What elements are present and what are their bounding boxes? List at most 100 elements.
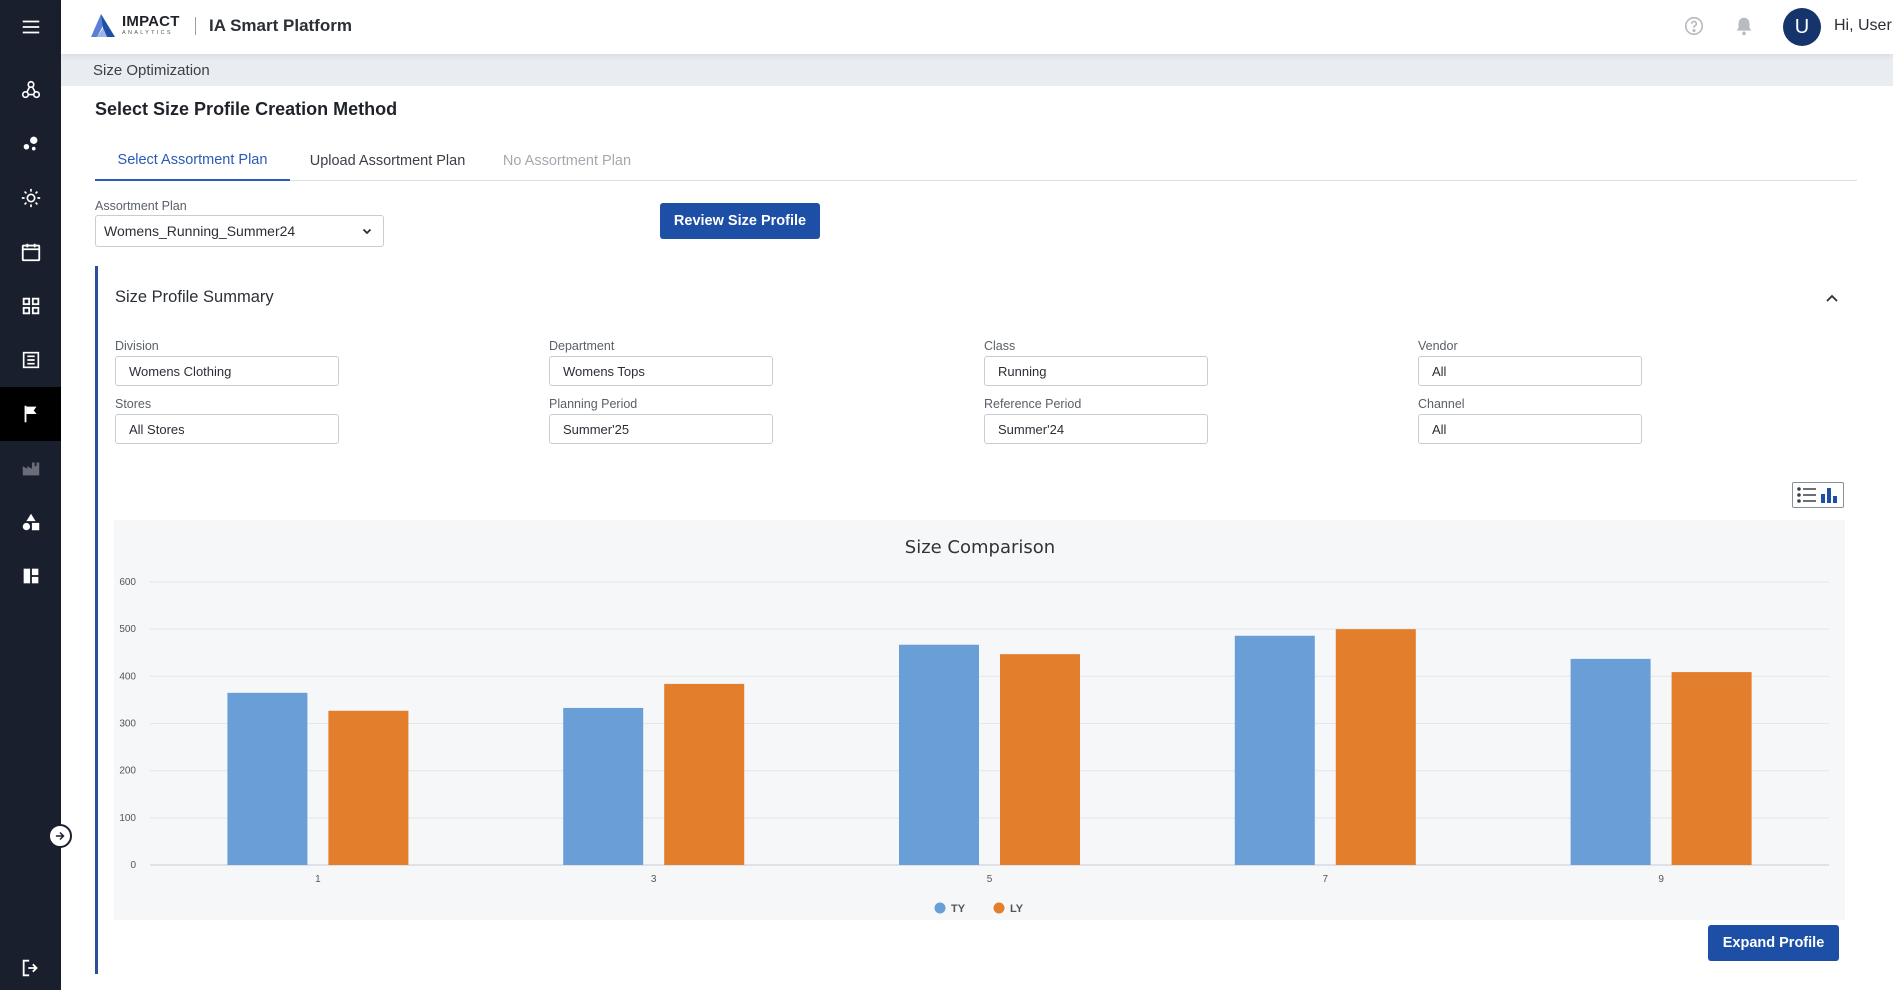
sidebar-expand-toggle[interactable] [48,824,72,848]
x-tick-label: 9 [1658,874,1664,885]
chart-legend[interactable]: TY LY [934,902,1024,916]
bar-ly-size-3[interactable] [664,683,745,865]
sidebar-item-grid[interactable] [0,279,61,333]
grid-icon [22,297,39,315]
vendor-field[interactable]: All [1418,356,1642,386]
company-logo[interactable]: IMPACT ANALYTICS [88,10,180,40]
logo-text-primary: IMPACT [122,12,180,30]
sidebar-item-dashboard[interactable] [0,549,61,603]
division-field[interactable]: Womens Clothing [115,356,339,386]
bar-ly-size-9[interactable] [1671,672,1752,865]
flag-icon [24,405,36,423]
chart-canvas: Size Comparison 0 100 200 300 400 500 600 1 3 5 7 9… [119,537,1829,916]
reference-period-field[interactable]: Summer'24 [984,414,1208,444]
document-icon [22,351,39,369]
tab-select-assortment-plan[interactable]: Select Assortment Plan [95,140,290,181]
channel-field[interactable]: All [1418,414,1642,444]
menu-button[interactable] [0,0,61,54]
sidebar-item-size-optimization[interactable] [0,387,61,441]
legend-label: LY [1010,903,1024,915]
breadcrumb: Size Optimization [61,54,1893,86]
expand-profile-button[interactable]: Expand Profile [1708,925,1839,961]
legend-marker [993,902,1005,914]
logout-icon [22,959,38,977]
tab-no-assortment-plan[interactable]: No Assortment Plan [502,152,632,169]
y-tick-label: 0 [130,860,136,871]
review-size-profile-button[interactable]: Review Size Profile [660,203,820,239]
user-avatar[interactable]: U [1783,8,1821,46]
calendar-icon [21,243,40,262]
stores-label: Stores [115,397,152,411]
sidebar-item-shapes[interactable] [0,495,61,549]
chevron-down-icon [362,228,372,235]
class-field[interactable]: Running [984,356,1208,386]
bar-ly-size-7[interactable] [1335,629,1416,865]
sidebar-item-calendar[interactable] [0,225,61,279]
bar-ty-size-7[interactable] [1234,635,1315,865]
bar-ty-size-5[interactable] [899,644,979,865]
sidebar-item-reports[interactable] [0,333,61,387]
sidebar-item-network[interactable] [0,63,61,117]
assortment-plan-label: Assortment Plan [95,199,187,213]
channel-label: Channel [1418,397,1465,411]
bar-ty-size-1[interactable] [227,692,308,865]
sidebar-item-molecule[interactable] [0,117,61,171]
help-icon[interactable] [1683,15,1705,37]
factory-icon [22,462,39,476]
planning-period-label: Planning Period [549,397,638,411]
x-tick-label: 5 [987,874,993,885]
legend-marker [934,902,946,914]
lightbulb-icon [21,188,40,208]
platform-title: IA Smart Platform [209,16,352,35]
bar-ty-size-3[interactable] [563,707,644,865]
user-greeting[interactable]: Hi, User [1834,17,1892,34]
department-field[interactable]: Womens Tops [549,356,773,386]
x-tick-label: 1 [315,874,321,885]
logo-mark-icon [91,14,115,37]
bar-ly-size-5[interactable] [1000,654,1080,865]
logo-text-secondary: ANALYTICS [122,29,173,36]
bar-ly-size-1[interactable] [328,710,409,865]
x-tick-label: 3 [651,874,657,885]
page-title: Select Size Profile Creation Method [95,99,398,119]
panel-title: Size Profile Summary [115,288,274,306]
planning-period-field[interactable]: Summer'25 [549,414,773,444]
assortment-plan-value: Womens_Running_Summer24 [104,223,296,239]
sidebar-item-factory[interactable] [0,441,61,495]
vendor-label: Vendor [1418,339,1458,353]
chart-gridlines [150,581,1829,866]
y-tick-label: 300 [119,719,136,730]
legend-item-ty[interactable]: TY [934,902,966,916]
y-tick-label: 500 [119,624,136,635]
view-toggle [1792,482,1844,508]
top-header: IMPACT ANALYTICS IA Smart Platform U Hi,… [61,0,1893,54]
network-icon [21,80,40,99]
table-view-icon[interactable] [1797,486,1817,504]
chart-bars [227,629,1752,865]
sidebar [0,0,61,990]
size-comparison-chart: Size Comparison 0 100 200 300 400 500 600 1 3 5 7 9… [114,520,1845,920]
logo-divider [195,17,196,35]
chart-view-icon[interactable] [1819,486,1839,504]
bar-ty-size-9[interactable] [1570,658,1651,865]
assortment-plan-select[interactable]: Womens_Running_Summer24 [95,215,384,247]
logout-button[interactable] [0,941,61,995]
y-tick-label: 600 [119,577,136,588]
notification-bell-icon[interactable] [1733,15,1755,37]
reference-period-label: Reference Period [984,397,1082,411]
chart-title: Size Comparison [905,537,1055,558]
chevron-up-icon[interactable] [1823,290,1841,308]
tab-upload-assortment-plan[interactable]: Upload Assortment Plan [309,152,466,169]
stores-field[interactable]: All Stores [115,414,339,444]
y-tick-label: 400 [119,671,136,682]
molecule-icon [23,136,37,151]
department-label: Department [549,339,615,353]
chart-axis: 0 100 200 300 400 500 600 1 3 5 7 9 [119,577,1664,885]
shapes-icon [22,513,39,531]
legend-item-ly[interactable]: LY [993,902,1024,916]
dashboard-icon [23,568,38,584]
breadcrumb-item[interactable]: Size Optimization [93,62,210,79]
sidebar-item-insights[interactable] [0,171,61,225]
legend-label: TY [951,903,966,915]
class-label: Class [984,339,1016,353]
